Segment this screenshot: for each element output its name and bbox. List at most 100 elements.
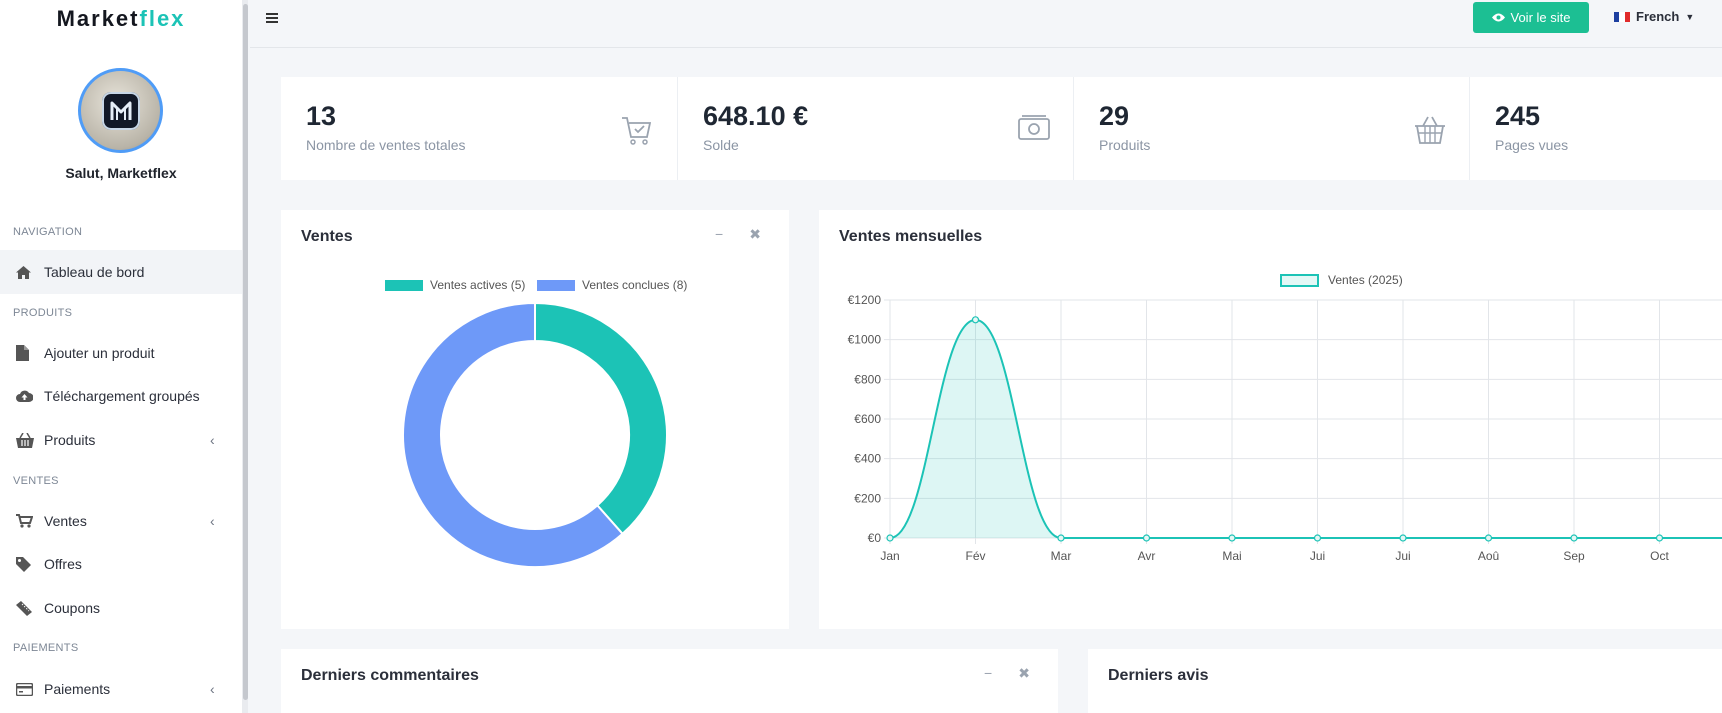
legend-label[interactable]: Ventes conclues (8) [582, 278, 687, 292]
avatar-logo-icon [101, 91, 140, 130]
donut-slice[interactable] [534, 301, 668, 536]
y-tick-label: €1000 [848, 333, 882, 347]
data-point[interactable] [1313, 534, 1322, 542]
user-greeting: Salut, Marketflex [65, 165, 177, 181]
nav-section-produits: PRODUITS [13, 307, 73, 319]
sidebar-item-sales[interactable]: Ventes ‹ [0, 499, 242, 543]
x-tick-label: Oct [1650, 549, 1669, 563]
stat-total-sales: 13 Nombre de ventes totales [281, 77, 677, 180]
ticket-icon [16, 600, 36, 616]
sidebar-item-bulk-upload[interactable]: Téléchargement groupés [0, 374, 242, 418]
brand-name-main: Market [56, 6, 140, 31]
sales-panel-title: Ventes [301, 228, 353, 245]
close-icon[interactable]: ✖ [749, 226, 761, 242]
cloud-upload-icon [16, 390, 36, 402]
sidebar-scrollbar-thumb[interactable] [243, 4, 248, 700]
data-point[interactable] [886, 534, 894, 542]
stat-divider [1469, 77, 1470, 180]
x-tick-label: Avr [1138, 549, 1156, 563]
sidebar-item-label: Ajouter un produit [44, 345, 155, 361]
minimize-icon[interactable]: − [715, 226, 724, 242]
panel-tools: − ✖ [984, 665, 1030, 682]
data-point[interactable] [1228, 534, 1236, 542]
caret-down-icon: ▼ [1685, 11, 1695, 22]
latest-reviews-title: Derniers avis [1108, 667, 1209, 684]
sidebar-item-label: Produits [44, 432, 96, 448]
data-point[interactable] [1570, 534, 1578, 542]
series-area [890, 319, 1722, 539]
y-tick-label: €800 [854, 372, 881, 386]
stat-label: Produits [1099, 137, 1151, 153]
language-dropdown[interactable]: French ▼ [1614, 9, 1694, 24]
nav-section-paiements: PAIEMENTS [13, 642, 79, 654]
legend-label[interactable]: Ventes actives (5) [430, 278, 525, 292]
x-tick-label: Jui [1395, 549, 1410, 563]
sidebar-item-label: Coupons [44, 600, 101, 616]
x-tick-label: Mai [1222, 549, 1241, 563]
stat-value: 29 [1099, 101, 1130, 131]
data-point[interactable] [1655, 534, 1664, 542]
nav-section-ventes: VENTES [13, 475, 59, 487]
sales-panel: Ventes − ✖ Ventes actives (5) Ventes conc… [281, 210, 789, 629]
legend-swatch [385, 280, 423, 291]
stats-bar: 13 Nombre de ventes totales 648.10 € Sol… [281, 77, 1722, 180]
stat-label: Solde [703, 137, 739, 153]
language-label: French [1636, 9, 1680, 24]
stat-page-views: 245 Pages vues [1470, 77, 1722, 180]
chevron-left-icon: ‹ [210, 681, 215, 697]
y-tick-label: €0 [868, 531, 882, 545]
brand-logo[interactable]: Marketflex [0, 6, 242, 32]
stat-value: 245 [1495, 101, 1541, 131]
home-icon [16, 265, 36, 279]
basket-icon [16, 432, 36, 448]
avatar [78, 68, 163, 153]
sales-donut-chart: Ventes actives (5) Ventes conclues (8) [385, 278, 687, 568]
sidebar-item-payments[interactable]: Paiements ‹ [0, 667, 242, 711]
sidebar-item-add-product[interactable]: Ajouter un produit [0, 331, 242, 375]
data-point[interactable] [1057, 534, 1065, 542]
cart-outline-icon [621, 115, 652, 150]
monthly-sales-panel: Ventes mensuelles €0 €200 €400 €600 €800 €100… [819, 210, 1722, 629]
close-icon[interactable]: ✖ [1018, 665, 1030, 681]
x-tick-label: Sep [1563, 549, 1585, 563]
chevron-left-icon: ‹ [210, 432, 215, 448]
sidebar-item-coupons[interactable]: Coupons [0, 586, 242, 630]
x-tick-label: Aoû [1478, 549, 1499, 563]
stat-value: 648.10 € [703, 101, 809, 131]
legend-swatch [537, 280, 575, 291]
cart-icon [16, 514, 36, 528]
data-point[interactable] [971, 316, 980, 324]
x-tick-label: Fév [965, 549, 985, 563]
tag-icon [16, 556, 36, 572]
stat-divider [677, 77, 678, 180]
y-tick-label: €200 [854, 491, 881, 505]
x-tick-label: Mar [1051, 549, 1072, 563]
eye-icon [1491, 10, 1505, 25]
credit-card-icon [16, 682, 36, 696]
legend-label[interactable]: Ventes (2025) [1328, 273, 1403, 287]
donut-slice[interactable] [402, 301, 624, 568]
menu-toggle-icon[interactable] [266, 12, 278, 24]
sidebar-item-products[interactable]: Produits ‹ [0, 418, 242, 462]
minimize-icon[interactable]: − [984, 665, 993, 681]
sidebar-item-label: Offres [44, 556, 82, 572]
latest-reviews-panel: Derniers avis [1088, 649, 1722, 713]
sidebar-item-offers[interactable]: Offres [0, 542, 242, 586]
latest-comments-title: Derniers commentaires [301, 667, 479, 684]
data-point[interactable] [1142, 534, 1151, 542]
chevron-left-icon: ‹ [210, 513, 215, 529]
french-flag-icon [1614, 11, 1630, 22]
sidebar-item-label: Téléchargement groupés [44, 388, 200, 404]
y-tick-label: €400 [854, 452, 881, 466]
data-point[interactable] [1484, 534, 1493, 542]
panel-tools: − ✖ [715, 226, 761, 243]
y-tick-label: €600 [854, 412, 881, 426]
data-point[interactable] [1399, 534, 1407, 542]
cash-icon [1018, 115, 1050, 146]
view-site-label: Voir le site [1510, 10, 1571, 25]
stat-balance: 648.10 € Solde [678, 77, 1073, 180]
sidebar: Marketflex Salut, Marketflex NAVIGATION … [0, 0, 248, 713]
x-tick-label: Jan [880, 549, 899, 563]
view-site-button[interactable]: Voir le site [1473, 2, 1589, 33]
sidebar-item-dashboard[interactable]: Tableau de bord [0, 250, 242, 294]
